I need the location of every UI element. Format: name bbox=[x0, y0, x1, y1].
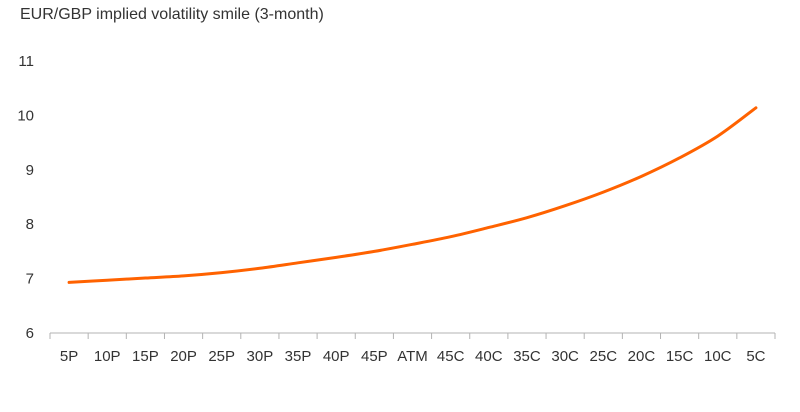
x-tick-label: 5C bbox=[746, 348, 765, 365]
y-tick-label: 8 bbox=[26, 216, 34, 233]
x-axis-ticks: 5P 10P 15P 20P 25P 30P 35P 40P 45P ATM 45C 40C 35C 30… bbox=[60, 348, 766, 365]
x-tick-label: 10P bbox=[94, 348, 121, 365]
x-tick-label: 25P bbox=[208, 348, 235, 365]
x-tick-label: 15P bbox=[132, 348, 159, 365]
y-tick-label: 7 bbox=[26, 271, 34, 288]
x-tick-label: 35C bbox=[513, 348, 541, 365]
x-axis-tick-marks bbox=[49, 333, 776, 339]
x-tick-label: 30P bbox=[247, 348, 274, 365]
x-tick-label: 15C bbox=[666, 348, 694, 365]
x-tick-label: 45P bbox=[361, 348, 388, 365]
x-tick-label: ATM bbox=[397, 348, 428, 365]
y-tick-label: 10 bbox=[17, 107, 34, 124]
x-tick-label: 25C bbox=[590, 348, 618, 365]
series-line bbox=[67, 106, 758, 284]
x-tick-label: 5P bbox=[60, 348, 78, 365]
y-tick-label: 9 bbox=[26, 162, 34, 179]
x-tick-label: 20C bbox=[628, 348, 656, 365]
x-tick-label: 35P bbox=[285, 348, 312, 365]
x-tick-label: 20P bbox=[170, 348, 197, 365]
y-axis-ticks: 6 7 8 9 10 11 bbox=[17, 53, 34, 342]
y-tick-label: 6 bbox=[26, 325, 34, 342]
x-tick-label: 40C bbox=[475, 348, 503, 365]
x-tick-label: 10C bbox=[704, 348, 732, 365]
chart-title: EUR/GBP implied volatility smile (3-mont… bbox=[20, 6, 324, 23]
x-tick-label: 30C bbox=[551, 348, 579, 365]
x-tick-label: 40P bbox=[323, 348, 350, 365]
x-tick-label: 45C bbox=[437, 348, 465, 365]
y-tick-label: 11 bbox=[18, 53, 34, 70]
